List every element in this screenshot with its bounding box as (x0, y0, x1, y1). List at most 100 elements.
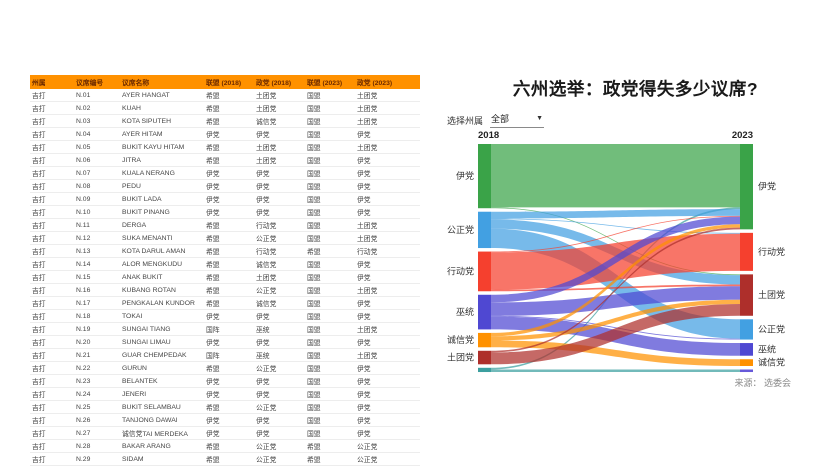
table-cell: 希盟 (204, 153, 254, 167)
node-label-土团党: 土团党 (447, 352, 474, 363)
sankey-link-诚信党-诚信党[interactable] (491, 340, 740, 366)
table-cell: 诚信党 (254, 257, 305, 271)
sankey-link-行动党-伊党[interactable] (491, 215, 740, 253)
table-cell: 伊党 (254, 335, 305, 349)
table-cell: 国盟 (305, 166, 355, 180)
sankey-link-伊党-土团党[interactable] (491, 207, 740, 276)
table-row: 吉打 N.02 KUAH 希盟 土团党 国盟 土团党 (30, 101, 420, 115)
sankey-chart: 伊党 公正党 行动党 巫统 诚信党 土团党 伊党 行动党 土团党 公正党 巫统 诚信党 2018 2023 (440, 128, 791, 380)
state-filter-dropdown[interactable]: 全部 ▼ (490, 112, 545, 128)
node-label-伊党: 伊党 (456, 170, 474, 181)
table-row: 吉打 N.11 DERGA 希盟 行动党 国盟 土团党 (30, 218, 420, 232)
table-cell: KOTA SIPUTEH (120, 114, 204, 128)
node-label-伊党: 伊党 (758, 181, 776, 192)
node-label-诚信党: 诚信党 (447, 334, 474, 345)
sankey-node-2023-行动党[interactable] (740, 232, 753, 271)
sankey-node-2023-伊党[interactable] (740, 144, 753, 230)
table-cell: 希盟 (204, 231, 254, 245)
sankey-node-2018-伊党[interactable] (478, 144, 491, 209)
table-cell: 吉打 (30, 270, 74, 284)
table-cell: 伊党 (204, 309, 254, 323)
node-label-行动党: 行动党 (447, 265, 474, 276)
sankey-node-2018-诚信党[interactable] (478, 332, 491, 348)
sankey-link-诚信党-伊党[interactable] (491, 224, 740, 337)
table-cell: 伊党 (355, 426, 420, 440)
table-cell: 伊党 (254, 127, 305, 141)
table-row: 吉打 N.16 KUBANG ROTAN 希盟 公正党 国盟 土团党 (30, 283, 420, 297)
table-cell: N.24 (74, 387, 120, 401)
sankey-node-2018-土团党[interactable] (478, 350, 491, 365)
table-cell: 吉打 (30, 309, 74, 323)
table-row: 吉打 N.12 SUKA MENANTI 希盟 公正党 国盟 土团党 (30, 231, 420, 245)
table-cell: 吉打 (30, 400, 74, 414)
table-cell: 土团党 (254, 140, 305, 154)
table-cell: 国盟 (305, 270, 355, 284)
sankey-node-2023-其他[interactable] (740, 369, 753, 373)
table-cell: 国盟 (305, 322, 355, 336)
table-row: 吉打 N.19 SUNGAI TIANG 国阵 巫统 国盟 土团党 (30, 322, 420, 336)
table-cell: 土团党 (355, 283, 420, 297)
results-table: 州属 议席编号 议席名称 联盟 (2018) 政党 (2018) 联盟 (2023) 政党 … (30, 75, 420, 466)
table-cell: 伊党 (254, 374, 305, 388)
table-cell: 吉打 (30, 348, 74, 362)
sankey-link-诚信党-土团党[interactable] (491, 299, 740, 341)
sankey-link-伊党-伊党[interactable] (491, 144, 740, 208)
chart-title: 六州选举：政党得失多少议席? (512, 79, 759, 99)
table-cell: N.02 (74, 101, 120, 115)
column-label-2018: 2018 (478, 130, 499, 141)
sankey-node-2018-其他[interactable] (478, 367, 491, 373)
sankey-link-公正党-行动党[interactable] (491, 218, 740, 234)
sankey-node-2018-巫统[interactable] (478, 294, 491, 330)
table-cell: 吉打 (30, 153, 74, 167)
chart-panel: 六州选举：政党得失多少议席? 选择州属 全部 ▼ 伊党 公正党 行动党 巫统 诚信党 土团… (440, 0, 831, 468)
sankey-link-巫统-土团党[interactable] (491, 286, 740, 316)
table-cell: 国盟 (305, 283, 355, 297)
sankey-link-公正党-伊党[interactable] (491, 209, 740, 219)
table-cell: 希盟 (204, 439, 254, 453)
table-cell: N.03 (74, 114, 120, 128)
table-cell: 伊党 (355, 361, 420, 375)
sankey-node-2018-公正党[interactable] (478, 211, 491, 249)
table-cell: 诚信党TAI MERDEKA (120, 426, 204, 440)
table-cell: 巫统 (254, 348, 305, 362)
table-cell: 国盟 (305, 361, 355, 375)
table-cell: 吉打 (30, 361, 74, 375)
table-row: 吉打 N.07 KUALA NERANG 伊党 伊党 国盟 伊党 (30, 166, 420, 180)
table-cell: KUALA NERANG (120, 166, 204, 180)
sankey-node-2018-行动党[interactable] (478, 251, 491, 292)
table-cell: 国盟 (305, 89, 355, 102)
table-row: 吉打 N.09 BUKIT LADA 伊党 伊党 国盟 伊党 (30, 192, 420, 206)
table-cell: AYER HANGAT (120, 89, 204, 102)
table-row: 吉打 N.22 GURUN 希盟 公正党 国盟 伊党 (30, 361, 420, 375)
table-cell: N.22 (74, 361, 120, 375)
table-cell: 吉打 (30, 140, 74, 154)
table-cell: 土团党 (355, 114, 420, 128)
table-cell: 吉打 (30, 374, 74, 388)
sankey-link-其他-其他[interactable] (491, 369, 740, 373)
table-cell: 希盟 (204, 296, 254, 310)
node-label-巫统: 巫统 (456, 306, 474, 317)
table-cell: 伊党 (355, 400, 420, 414)
sankey-node-2023-诚信党[interactable] (740, 359, 753, 366)
table-cell: BUKIT LADA (120, 192, 204, 206)
sankey-node-2023-公正党[interactable] (740, 319, 753, 340)
table-cell: PEDU (120, 179, 204, 193)
table-cell: N.05 (74, 140, 120, 154)
sankey-link-巫统-公正党[interactable] (491, 315, 740, 340)
table-row: 吉打 N.23 BELANTEK 伊党 伊党 国盟 伊党 (30, 374, 420, 388)
sankey-node-2023-土团党[interactable] (740, 274, 753, 316)
table-cell: 希盟 (305, 439, 355, 453)
sankey-link-巫统-伊党[interactable] (491, 216, 740, 303)
column-header: 政党 (2023) (355, 75, 420, 89)
table-cell: N.07 (74, 166, 120, 180)
table-cell: 伊党 (355, 374, 420, 388)
sankey-link-土团党-土团党[interactable] (491, 303, 740, 365)
table-cell: 土团党 (355, 322, 420, 336)
sankey-node-2023-巫统[interactable] (740, 343, 753, 356)
table-row: 吉打 N.14 ALOR MENGKUDU 希盟 诚信党 国盟 伊党 (30, 257, 420, 271)
table-cell: 伊党 (204, 413, 254, 427)
table-cell: 希盟 (204, 140, 254, 154)
sankey-link-土团党-伊党[interactable] (491, 227, 740, 353)
table-cell: 国盟 (305, 101, 355, 115)
